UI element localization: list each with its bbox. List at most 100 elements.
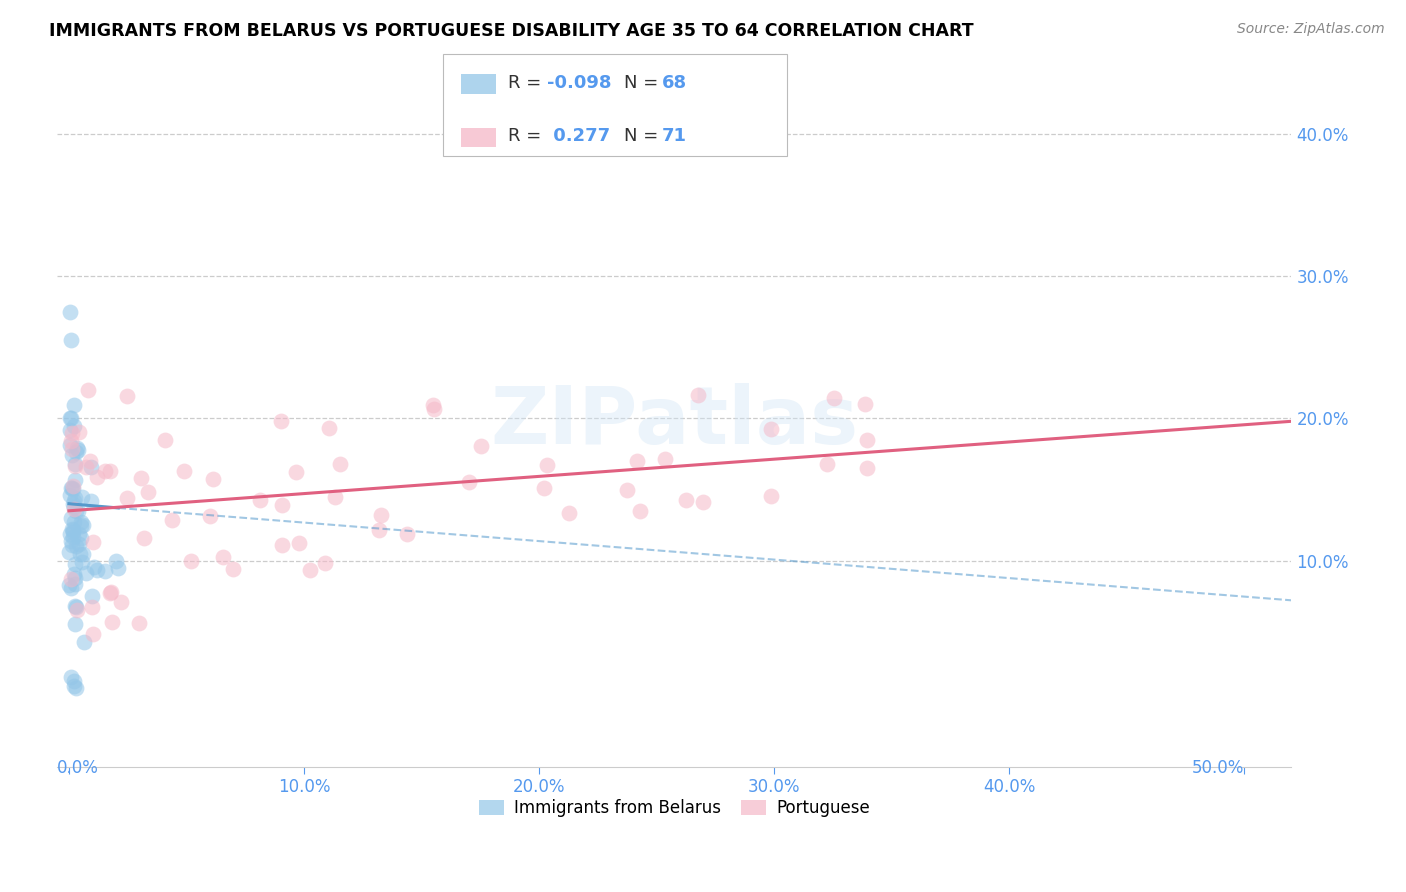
Point <box>65 681 87 696</box>
Point <box>626 454 648 468</box>
Point <box>107 560 129 574</box>
Point <box>422 398 444 412</box>
Point <box>63 515 86 529</box>
Point <box>654 452 676 467</box>
Point <box>63 557 86 571</box>
Legend: Immigrants from Belarus, Portuguese: Immigrants from Belarus, Portuguese <box>472 792 876 823</box>
Point <box>75 566 97 581</box>
Point <box>457 475 479 489</box>
Point <box>67 425 90 439</box>
Point <box>271 498 294 512</box>
Point <box>115 389 138 403</box>
Point <box>100 586 122 600</box>
Point <box>855 434 877 448</box>
Point <box>423 401 446 416</box>
Point <box>62 674 84 689</box>
Point <box>82 534 104 549</box>
Point <box>65 473 87 487</box>
Text: IMMIGRANTS FROM BELARUS VS PORTUGUESE DISABILITY AGE 35 TO 64 CORRELATION CHART: IMMIGRANTS FROM BELARUS VS PORTUGUESE DI… <box>49 22 974 40</box>
Point <box>98 465 121 479</box>
Point <box>855 397 877 411</box>
Point <box>270 414 292 428</box>
Point <box>134 532 156 546</box>
Point <box>63 491 86 505</box>
Point <box>60 581 83 595</box>
Point <box>66 443 89 458</box>
Point <box>59 487 82 501</box>
Point <box>287 536 309 550</box>
Point <box>616 483 638 498</box>
Point <box>62 448 84 462</box>
Point <box>110 595 132 609</box>
Point <box>222 561 245 575</box>
Point <box>104 553 127 567</box>
Point <box>62 523 84 537</box>
Point <box>470 439 492 453</box>
Point <box>65 539 87 553</box>
Point <box>82 600 104 615</box>
Text: 71: 71 <box>662 128 688 145</box>
Point <box>628 504 651 518</box>
Point <box>129 471 152 485</box>
Point <box>75 459 97 474</box>
Text: -0.098: -0.098 <box>547 74 612 92</box>
Point <box>60 442 83 456</box>
Point <box>80 589 103 603</box>
Point <box>299 563 322 577</box>
Point <box>759 489 782 503</box>
Point <box>533 481 555 495</box>
Point <box>62 418 84 433</box>
Point <box>63 500 86 514</box>
Point <box>59 527 82 541</box>
Point <box>173 464 195 478</box>
Point <box>370 508 392 522</box>
Point <box>692 494 714 508</box>
Point <box>83 560 105 574</box>
Point <box>70 515 93 529</box>
Point <box>69 519 91 533</box>
Point <box>329 457 352 471</box>
Point <box>62 524 84 539</box>
Point <box>76 384 98 398</box>
Point <box>271 538 294 552</box>
Point <box>160 513 183 527</box>
Point <box>65 599 87 614</box>
Point <box>536 458 558 472</box>
Point <box>128 616 150 631</box>
Text: R =: R = <box>508 128 547 145</box>
Point <box>72 547 94 561</box>
Point <box>249 493 271 508</box>
Point <box>318 421 340 435</box>
Point <box>63 458 86 473</box>
Text: 68: 68 <box>662 74 688 92</box>
Point <box>180 554 202 568</box>
Point <box>60 511 83 525</box>
Point <box>70 531 93 545</box>
Point <box>60 523 83 537</box>
Point <box>856 461 879 475</box>
Point <box>67 526 90 541</box>
Point <box>67 504 90 518</box>
Point <box>62 497 84 511</box>
Point <box>94 564 117 578</box>
Point <box>115 491 138 506</box>
Point <box>70 490 93 504</box>
Point <box>202 472 225 486</box>
Point <box>66 441 89 455</box>
Point <box>66 602 89 616</box>
Point <box>62 502 84 516</box>
Point <box>285 466 308 480</box>
Text: 0.0%: 0.0% <box>58 759 98 778</box>
Point <box>815 457 838 471</box>
Point <box>86 469 108 483</box>
Point <box>60 426 83 441</box>
Text: N =: N = <box>624 128 664 145</box>
Point <box>686 388 709 402</box>
Point <box>200 509 222 524</box>
Point <box>59 438 82 452</box>
Point <box>675 493 697 508</box>
Point <box>60 481 83 495</box>
Point <box>65 457 87 471</box>
Point <box>67 537 90 551</box>
Point <box>60 334 83 348</box>
